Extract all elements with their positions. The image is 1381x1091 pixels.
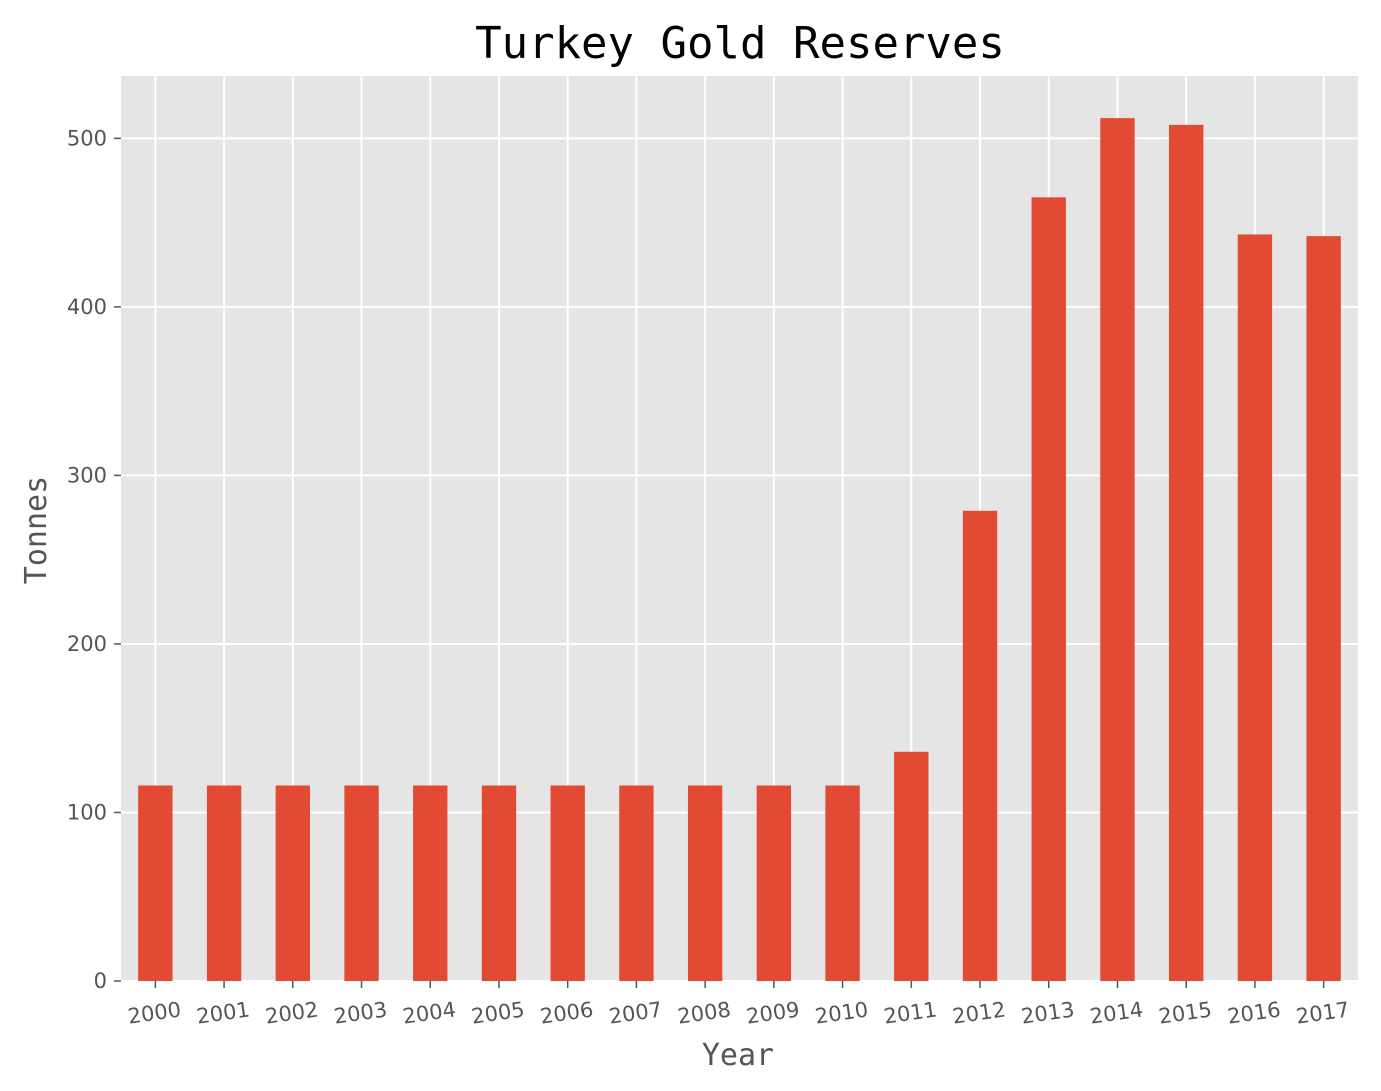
x-tick-label: 2008 bbox=[676, 997, 732, 1028]
bar-2012 bbox=[962, 510, 998, 981]
bars bbox=[138, 118, 1341, 982]
y-axis: 0 100 200 300 400 500 bbox=[67, 126, 121, 993]
bar-2000 bbox=[138, 785, 173, 981]
x-tick-label: 2012 bbox=[951, 997, 1007, 1028]
bar-2010 bbox=[825, 785, 860, 981]
y-tick-label: 0 bbox=[94, 969, 107, 993]
bar-2005 bbox=[481, 785, 517, 981]
y-tick-label: 500 bbox=[67, 126, 107, 150]
x-tick-label: 2017 bbox=[1295, 997, 1351, 1028]
x-tick-label: 2001 bbox=[195, 997, 251, 1028]
x-tick-label: 2005 bbox=[470, 997, 526, 1028]
bar-2017 bbox=[1306, 236, 1341, 981]
x-tick-label: 2002 bbox=[264, 997, 320, 1028]
bar-2016 bbox=[1237, 234, 1273, 982]
x-tick-label: 2000 bbox=[126, 997, 182, 1028]
x-axis-label: Year bbox=[702, 1038, 774, 1073]
x-tick-label: 2011 bbox=[882, 997, 938, 1028]
y-tick-label: 300 bbox=[67, 463, 107, 487]
x-tick-label: 2006 bbox=[539, 997, 595, 1028]
bar-2004 bbox=[413, 785, 448, 981]
x-tick-label: 2013 bbox=[1020, 997, 1076, 1028]
bar-2007 bbox=[619, 785, 654, 981]
bar-2011 bbox=[894, 751, 929, 981]
bar-2009 bbox=[756, 785, 792, 981]
bar-2013 bbox=[1031, 197, 1066, 982]
x-tick-label: 2004 bbox=[401, 997, 457, 1028]
x-tick-label: 2007 bbox=[607, 997, 663, 1028]
y-axis-label: Tonnes bbox=[19, 476, 54, 584]
x-tick-label: 2015 bbox=[1157, 997, 1213, 1028]
x-tick-label: 2009 bbox=[745, 997, 801, 1028]
plot-area bbox=[121, 76, 1358, 981]
bar-2008 bbox=[687, 785, 723, 981]
x-tick-label: 2010 bbox=[813, 997, 869, 1028]
bar-2014 bbox=[1100, 118, 1135, 982]
x-tick-label: 2003 bbox=[332, 997, 388, 1028]
x-tick-label: 2014 bbox=[1088, 997, 1144, 1028]
bar-2001 bbox=[206, 785, 242, 981]
y-tick-label: 200 bbox=[67, 632, 107, 656]
x-axis: 2000 2001 2002 2003 2004 2005 2006 2007 2008 2009… bbox=[126, 981, 1351, 1029]
bar-2006 bbox=[550, 785, 585, 981]
x-tick-label: 2016 bbox=[1226, 997, 1282, 1028]
y-tick-label: 400 bbox=[67, 295, 107, 319]
bar-2002 bbox=[275, 785, 310, 981]
chart-title: Turkey Gold Reserves bbox=[475, 18, 1005, 69]
y-tick-label: 100 bbox=[67, 800, 107, 824]
bar-2015 bbox=[1169, 124, 1204, 982]
bar-2003 bbox=[344, 785, 379, 981]
